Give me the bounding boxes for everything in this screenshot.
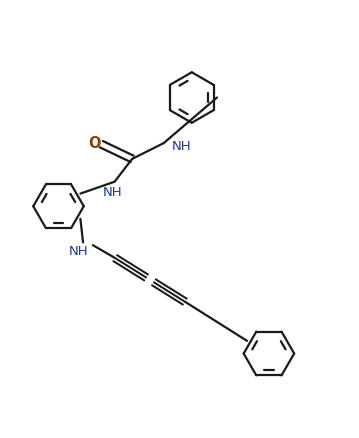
Text: NH: NH xyxy=(172,140,191,153)
Text: NH: NH xyxy=(68,244,88,257)
Text: NH: NH xyxy=(103,185,123,198)
Text: O: O xyxy=(88,135,101,150)
